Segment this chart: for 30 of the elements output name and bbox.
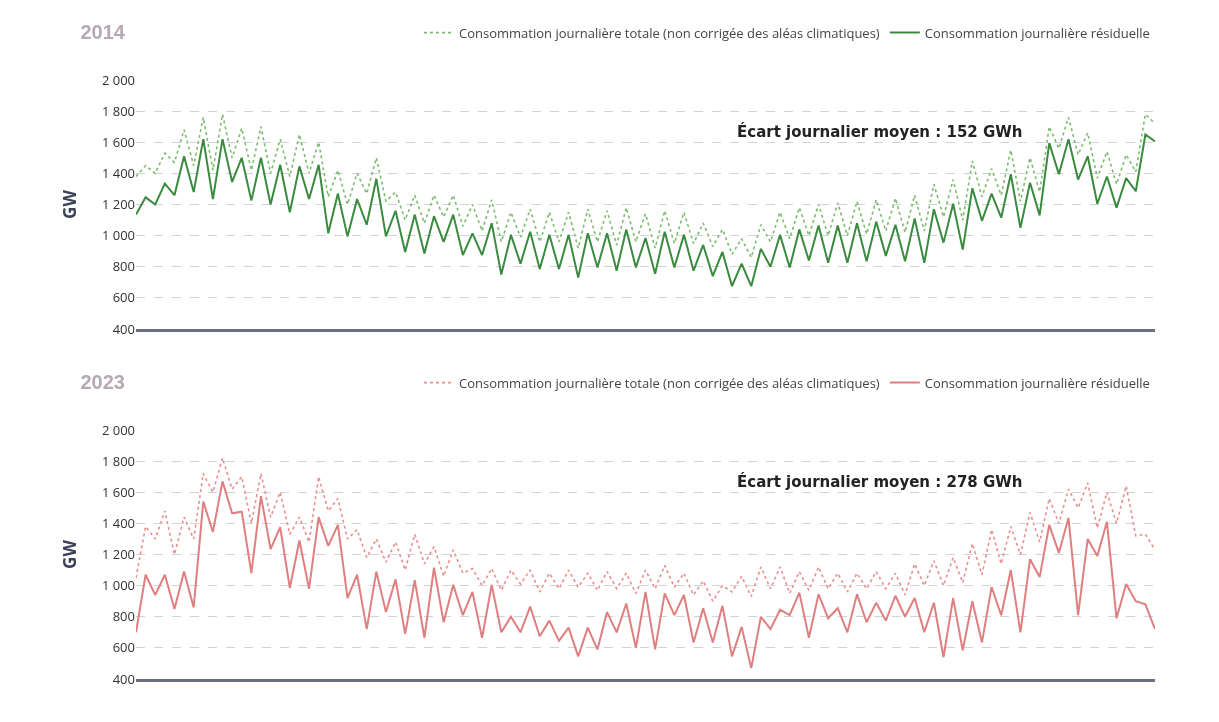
y-tick-label: 1 800 xyxy=(101,451,135,470)
y-axis-title: GW xyxy=(58,189,82,219)
line-series xyxy=(136,457,1155,602)
chart-title: 2014 xyxy=(80,20,126,43)
y-tick-label: 2 000 xyxy=(101,420,135,439)
y-tick-label: 1 600 xyxy=(101,482,135,501)
y-tick-label: 1 400 xyxy=(101,513,135,532)
y-tick-label: 1 400 xyxy=(101,163,135,182)
y-tick-label: 1 200 xyxy=(101,545,135,564)
y-tick-label: 1 800 xyxy=(101,101,135,120)
y-tick-label: 1 200 xyxy=(101,195,135,214)
legend-label: Consommation journalière résiduelle xyxy=(924,23,1150,42)
legend-label: Consommation journalière totale (non corrigée des aléas climatiques) xyxy=(459,373,880,392)
y-tick-label: 800 xyxy=(112,257,135,276)
annotation: Écart journalier moyen : 278 GWh xyxy=(737,472,1023,491)
legend-label: Consommation journalière résiduelle xyxy=(924,373,1150,392)
y-axis-title: GW xyxy=(58,539,82,569)
y-tick-label: 800 xyxy=(112,607,135,626)
y-tick-label: 1 000 xyxy=(101,226,135,245)
y-tick-label: 400 xyxy=(112,319,135,338)
y-tick-label: 1 600 xyxy=(101,132,135,151)
y-tick-label: 600 xyxy=(112,288,135,307)
y-tick-label: 400 xyxy=(112,669,135,688)
y-tick-label: 600 xyxy=(112,638,135,657)
line-series xyxy=(136,113,1155,259)
y-tick-label: 2 000 xyxy=(101,70,135,89)
chart-title: 2023 xyxy=(80,370,125,393)
annotation: Écart journalier moyen : 152 GWh xyxy=(737,122,1023,141)
y-tick-label: 1 000 xyxy=(101,576,135,595)
legend-label: Consommation journalière totale (non corrigée des aléas climatiques) xyxy=(459,23,880,42)
